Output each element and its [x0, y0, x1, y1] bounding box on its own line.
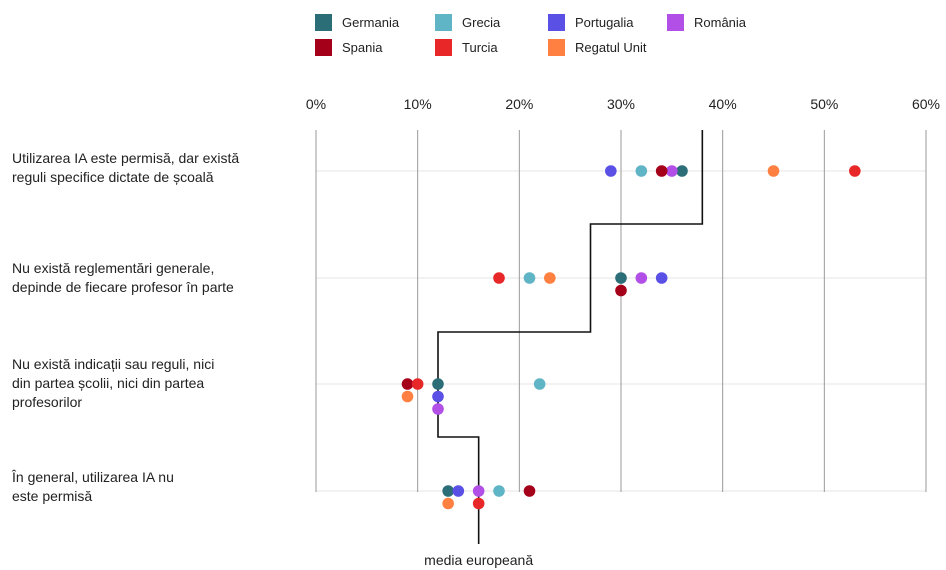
data-point [401, 378, 414, 390]
data-point [432, 378, 444, 390]
category-label-line: din partea școlii, nici din partea [12, 375, 205, 391]
legend-label: Germania [342, 15, 400, 30]
data-point [411, 378, 424, 390]
category-label-line: În general, utilizarea IA nu [12, 469, 174, 485]
legend-item: Portugalia [548, 14, 634, 31]
legend-item: România [667, 14, 746, 31]
data-point [544, 272, 556, 284]
data-point [635, 272, 648, 284]
category-label-line: Utilizarea IA este permisă, dar există [12, 150, 240, 166]
x-tick-label: 50% [810, 96, 838, 112]
legend-label: Turcia [462, 40, 498, 55]
category-label-line: Nu există indicații sau reguli, nici [12, 356, 215, 372]
data-point [767, 165, 780, 177]
legend-item: Germania [315, 14, 399, 31]
x-tick-label: 10% [404, 96, 432, 112]
category-label: Utilizarea IA este permisă, dar există re… [12, 149, 302, 187]
data-point [472, 497, 485, 510]
x-tick-label: 40% [709, 96, 737, 112]
data-point [655, 272, 668, 284]
category-label-line: profesorilor [12, 394, 83, 410]
data-point [401, 390, 414, 403]
category-label: Nu există reglementări generale, depinde … [12, 259, 302, 297]
legend-swatch [667, 14, 684, 31]
grid-layer [315, 130, 927, 492]
data-point [523, 272, 536, 284]
legend-label: Regatul Unit [575, 40, 647, 55]
data-point [533, 378, 546, 390]
data-point [442, 497, 454, 510]
data-point [452, 485, 465, 497]
x-tick-label: 60% [912, 96, 940, 112]
legend-swatch [315, 39, 332, 56]
legend-label: Portugalia [575, 15, 634, 30]
data-point [493, 272, 505, 284]
data-point [493, 485, 505, 497]
european-average-label: media europeană [424, 552, 534, 568]
category-label-line: reguli specifice dictate de școală [12, 169, 214, 185]
legend-swatch [435, 14, 452, 31]
legend-item: Grecia [435, 14, 500, 31]
data-point [615, 272, 627, 284]
category-label-line: Nu există reglementări generale, [12, 260, 215, 276]
european-average-line [437, 130, 704, 544]
data-point [615, 284, 627, 297]
data-point [666, 165, 678, 177]
data-point [635, 165, 648, 177]
legend-item: Spania [315, 39, 382, 56]
data-point [432, 390, 444, 403]
legend-label: Spania [342, 40, 383, 55]
category-label: În general, utilizarea IA nu este permisă [12, 468, 302, 506]
category-label-line: este permisă [12, 488, 93, 504]
category-label: Nu există indicații sau reguli, nici din … [12, 355, 302, 412]
x-tick-label: 0% [306, 96, 326, 112]
legend-item: Regatul Unit [548, 39, 647, 56]
legend-swatch [435, 39, 452, 56]
x-tick-label: 30% [607, 96, 635, 112]
legend-swatch [548, 39, 565, 56]
legend-swatch [548, 14, 565, 31]
points-layer [401, 165, 861, 510]
data-point [523, 485, 536, 497]
legend-label: Grecia [462, 15, 501, 30]
data-point [605, 165, 617, 177]
legend-label: România [694, 15, 747, 30]
data-point [676, 165, 688, 177]
data-point [442, 485, 454, 497]
tick-labels: 0% 10% 20% 30% 40% 50% 60% [306, 96, 940, 112]
data-point [655, 165, 668, 177]
legend-swatch [315, 14, 332, 31]
data-point [849, 165, 861, 177]
legend-item: Turcia [435, 39, 498, 56]
data-point [472, 485, 485, 497]
data-point [432, 403, 444, 415]
average-line-layer [437, 130, 704, 544]
category-label-line: depinde de fiecare profesor în parte [12, 279, 234, 295]
x-tick-label: 20% [505, 96, 533, 112]
